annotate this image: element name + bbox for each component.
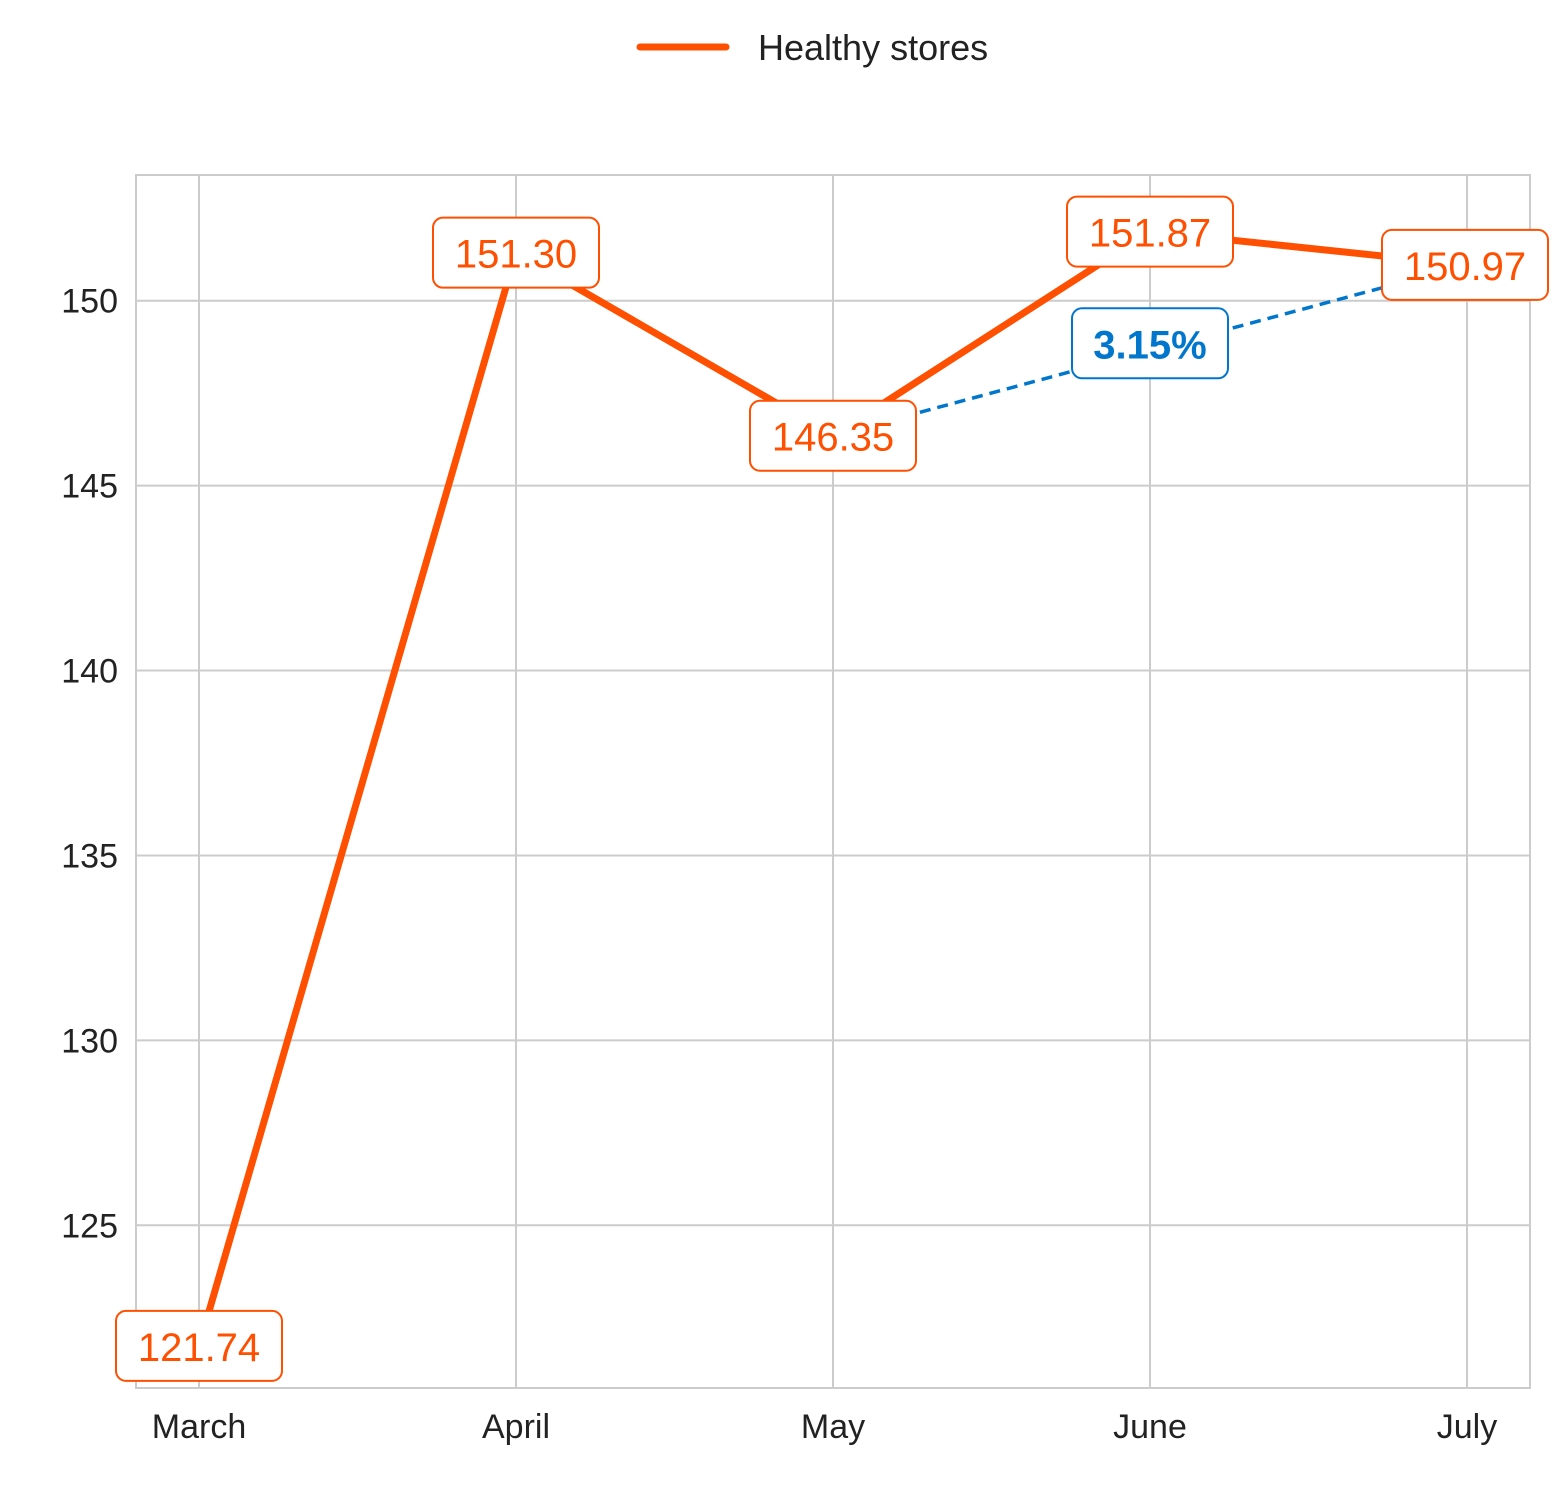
data-label-june: 151.87 bbox=[1066, 195, 1234, 268]
data-label-box bbox=[115, 1309, 283, 1382]
data-label-july: 150.97 bbox=[1381, 228, 1549, 301]
change-annotation-box bbox=[1071, 307, 1229, 380]
data-label-text: 151.30 bbox=[455, 233, 577, 277]
data-label-box bbox=[1066, 195, 1234, 268]
data-label-may: 146.35 bbox=[749, 399, 917, 472]
y-axis-ticks: 125 130 135 140 145 150 bbox=[61, 283, 118, 1246]
y-tick-label: 130 bbox=[61, 1022, 118, 1060]
x-axis-ticks: March April May June July bbox=[152, 1408, 1497, 1446]
data-label-text: 146.35 bbox=[772, 416, 894, 460]
x-tick-label: July bbox=[1437, 1408, 1497, 1446]
y-tick-label: 150 bbox=[61, 283, 118, 321]
x-tick-label: June bbox=[1113, 1408, 1187, 1446]
data-label-text: 121.74 bbox=[138, 1326, 260, 1370]
data-labels: 121.74 151.30 146.35 151.87 150.97 bbox=[115, 195, 1549, 1382]
grid bbox=[136, 175, 1530, 1388]
y-tick-label: 125 bbox=[61, 1207, 118, 1245]
data-label-box bbox=[1381, 228, 1549, 301]
data-label-box bbox=[432, 216, 600, 289]
plot-area-frame bbox=[135, 174, 1531, 1389]
legend: Healthy stores bbox=[636, 27, 988, 68]
y-tick-label: 140 bbox=[61, 653, 118, 691]
change-annotation: 3.15% bbox=[832, 263, 1468, 438]
data-label-march: 121.74 bbox=[115, 1309, 283, 1382]
data-label-text: 150.97 bbox=[1404, 245, 1526, 289]
data-label-box bbox=[749, 399, 917, 472]
data-label-text: 151.87 bbox=[1089, 212, 1211, 256]
x-tick-label: May bbox=[801, 1408, 865, 1446]
x-tick-label: April bbox=[482, 1408, 550, 1446]
legend-label-healthy-stores: Healthy stores bbox=[758, 27, 988, 68]
data-label-april: 151.30 bbox=[432, 216, 600, 289]
y-tick-label: 135 bbox=[61, 837, 118, 875]
change-annotation-label: 3.15% bbox=[1093, 323, 1206, 367]
x-tick-label: March bbox=[152, 1408, 246, 1446]
y-tick-label: 145 bbox=[61, 468, 118, 506]
